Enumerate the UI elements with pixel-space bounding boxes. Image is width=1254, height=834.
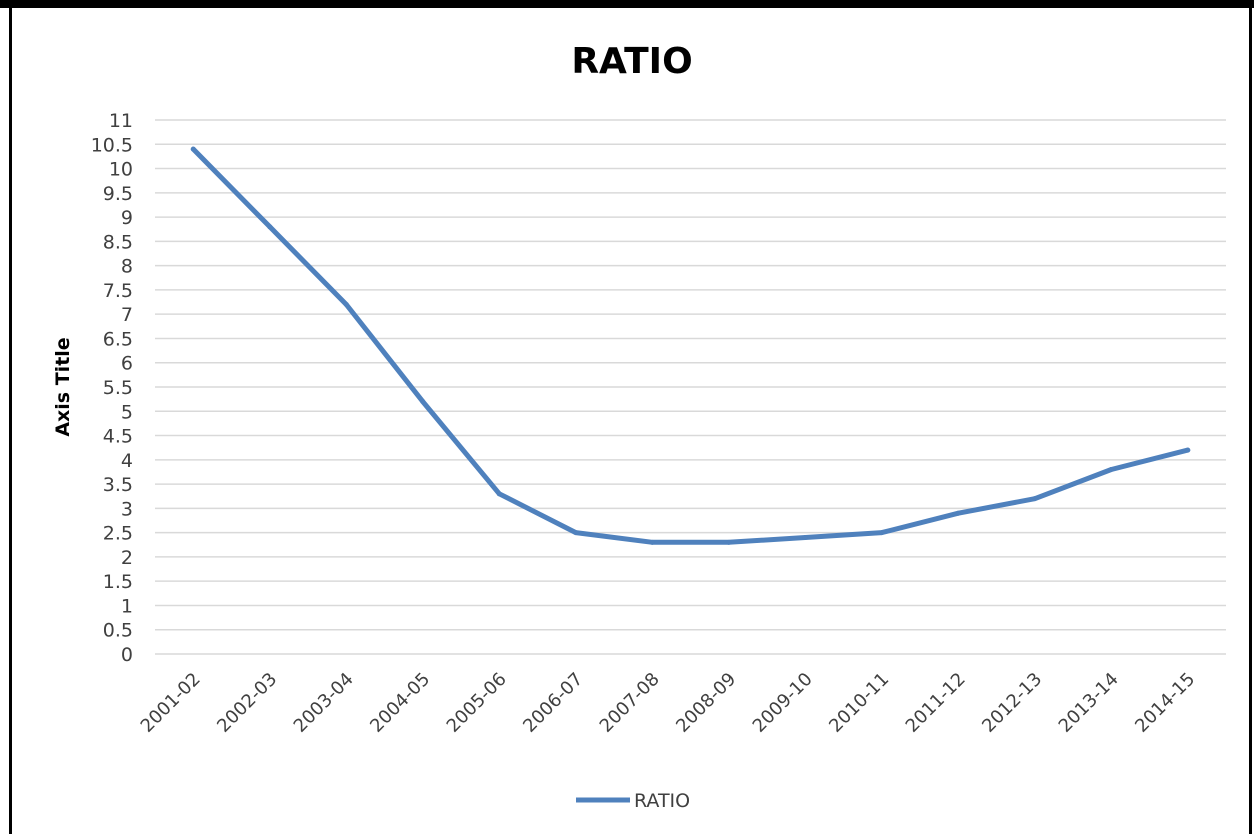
legend-label-ratio: RATIO [634,790,690,812]
data-point [726,539,732,545]
data-point [649,539,655,545]
y-tick-label: 0.5 [103,620,133,642]
x-tick-label: 2011-12 [902,669,970,737]
x-tick-label: 2007-08 [596,669,664,737]
y-tick-label: 7 [121,304,133,326]
y-tick-label: 8.5 [103,231,133,253]
data-point [955,510,961,516]
y-tick-label: 3 [121,498,133,520]
y-tick-label: 5.5 [103,377,133,399]
data-point [1108,467,1114,473]
y-tick-label: 0 [121,644,133,666]
data-point [420,399,426,405]
x-tick-label: 2005-06 [443,669,511,737]
y-tick-label: 10 [109,159,133,181]
data-point [343,301,349,307]
y-tick-label: 2.5 [103,523,133,545]
x-tick-label: 2001-02 [137,669,205,737]
y-tick-label: 4 [121,450,133,472]
y-tick-label: 10.5 [91,134,133,156]
data-point [802,534,808,540]
x-tick-label: 2006-07 [519,669,587,737]
x-tick-label: 2014-15 [1131,669,1199,737]
y-tick-label: 9.5 [103,183,133,205]
x-tick-label: 2009-10 [749,669,817,737]
legend: RATIO [576,790,690,812]
y-tick-label: 5 [121,401,133,423]
y-axis-ticks: 00.5 11.522.5 33.544.5 55.56 6.577.58 8.599.5… [91,110,133,666]
y-tick-label: 1.5 [103,571,133,593]
y-tick-label: 4.5 [103,426,133,448]
y-tick-label: 1 [121,595,133,617]
x-tick-label: 2013-14 [1055,669,1123,737]
data-point [1185,447,1191,453]
left-border [9,8,12,834]
y-tick-label: 6.5 [103,328,133,350]
x-tick-label: 2008-09 [672,669,740,737]
series-line-ratio [190,146,1191,545]
y-tick-label: 11 [109,110,133,132]
data-point [573,530,579,536]
y-tick-label: 6 [121,353,133,375]
y-tick-label: 9 [121,207,133,229]
gridlines [155,119,1226,655]
data-point [267,224,273,230]
x-tick-label: 2012-13 [978,669,1046,737]
series-layer [190,146,1191,545]
top-border [0,0,1254,8]
x-tick-label: 2003-04 [290,669,358,737]
x-axis-ticks: 2001-02 2002-03 2003-04 2004-05 2005-06 2006-… [137,669,1200,737]
y-tick-label: 7.5 [103,280,133,302]
data-point [496,491,502,497]
x-tick-label: 2010-11 [825,669,893,737]
data-point [1032,496,1038,502]
x-tick-label: 2002-03 [213,669,281,737]
data-point [190,146,196,152]
y-tick-label: 2 [121,547,133,569]
y-tick-label: 3.5 [103,474,133,496]
y-axis-title: Axis Title [52,337,74,436]
y-tick-label: 8 [121,256,133,278]
chart-title: RATIO [571,41,692,82]
data-point [879,530,885,536]
x-tick-label: 2004-05 [366,669,434,737]
right-border [1249,8,1252,834]
